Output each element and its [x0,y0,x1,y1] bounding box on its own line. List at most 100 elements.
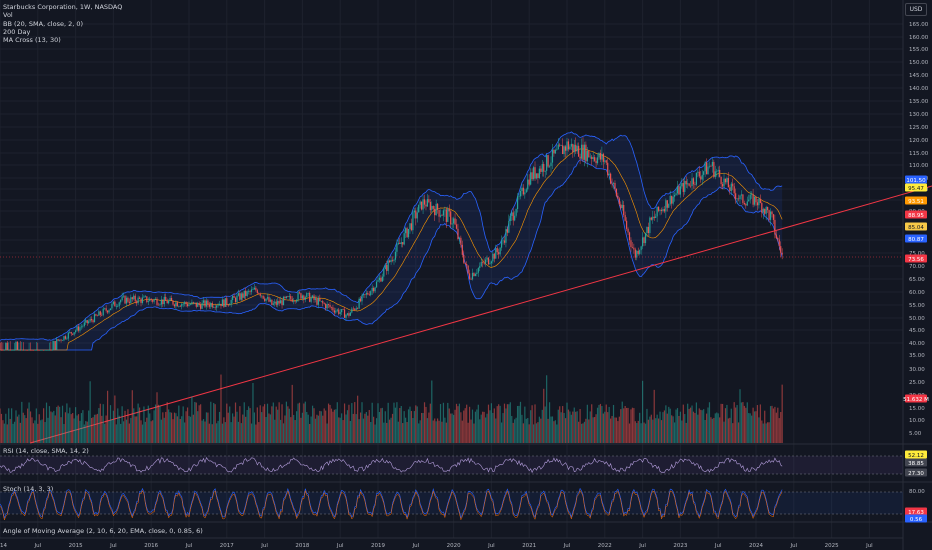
candle-body [431,205,433,211]
volume-bar [279,419,282,443]
legend-vol[interactable]: Vol [3,11,13,20]
volume-bar [28,402,30,443]
volume-bar [278,402,280,443]
volume-bar [13,421,16,443]
candle-body [496,248,498,253]
volume-bar [639,412,641,443]
support-trendline [30,185,932,444]
volume-bar [675,409,677,443]
volume-bar [768,422,770,443]
volume-bar [230,422,232,443]
candle-body [643,237,645,244]
volume-bar [371,402,373,443]
stoch-label[interactable]: Stoch (14, 3, 3) [3,485,54,493]
volume-bar [707,407,709,443]
candle-body [11,350,13,351]
symbol-title[interactable]: Starbucks Corporation, 1W, NASDAQ [3,3,123,11]
volume-bar [5,413,7,443]
volume-bar [775,412,777,443]
volume-bar [592,417,594,443]
candle-body [16,341,19,350]
volume-bar [378,411,381,443]
volume-bar [288,408,290,443]
candle-body [562,145,564,155]
volume-bar [133,408,135,443]
candle-body [579,156,581,159]
volume-bar [313,408,315,443]
candle-body [0,343,1,350]
candle-body [582,144,584,160]
candle-body [275,301,277,305]
angle-ma-label[interactable]: Angle of Moving Average (2, 10, 6, 20, E… [3,527,203,535]
candle-body [486,257,488,260]
volume-bar [467,422,469,443]
volume-bar [240,423,242,443]
price-tick: 45.00 [909,328,925,334]
candle-body [163,296,165,305]
candle-body [101,314,103,316]
volume-bar [149,413,151,443]
candle-body [77,326,80,331]
volume-bar [511,415,513,443]
time-tick: 2017 [220,543,234,549]
volume-bar [557,409,559,443]
bb-upper [0,131,783,341]
candle-body [762,208,764,213]
volume-bar [198,405,200,443]
candle-body [69,332,71,333]
candle-body [439,215,442,217]
volume-bar [466,404,468,443]
candle-body [303,295,305,300]
candle-body [261,295,263,297]
candle-body [335,310,337,313]
volume-bar [34,420,36,443]
volume-bar [461,420,463,443]
volume-bar [150,421,152,443]
volume-bar [325,410,327,443]
candle-body [236,295,238,302]
volume-bar [76,415,78,443]
candle-body [175,302,177,307]
candle-body [214,307,216,308]
candle-body [604,160,606,162]
rsi-label[interactable]: RSI (14, close, SMA, 14, 2) [3,447,89,455]
candle-body [761,202,763,213]
volume-bar [323,408,325,443]
candle-body [295,300,298,302]
time-tick: 2015 [69,543,83,549]
candle-body [612,182,615,184]
legend-bb[interactable]: BB (20, SMA, close, 2, 0) [3,19,84,28]
candle-body [73,332,75,335]
price-tick: 40.00 [909,341,925,347]
candle-body [553,149,555,154]
candle-body [349,312,351,316]
volume-bar [284,415,286,443]
candle-body [377,280,379,282]
legend-200day[interactable]: 200 Day [3,27,31,36]
volume-bar [282,423,285,443]
volume-bar [636,423,638,443]
currency-button[interactable]: USD [905,3,927,16]
volume-bar [266,403,269,443]
candle-body [162,299,164,305]
candle-body [679,186,681,195]
candle-body [143,296,145,298]
volume-bar [762,423,764,443]
candle-body [546,155,548,171]
candle-body [772,214,775,220]
volume-bar [160,419,162,443]
rsi-line [0,456,783,474]
candle-body [281,300,283,306]
candle-body [136,301,138,304]
candle-body [524,192,526,195]
candle-body [144,296,146,297]
volume-bar [176,416,178,443]
candle-body [617,195,619,199]
trendline[interactable] [0,185,932,444]
candle-body [595,160,597,164]
volume-bar [98,408,100,443]
candle-body [480,262,482,266]
legend-ma-cross[interactable]: MA Cross (13, 30) [3,36,61,45]
candle-body [86,320,88,324]
